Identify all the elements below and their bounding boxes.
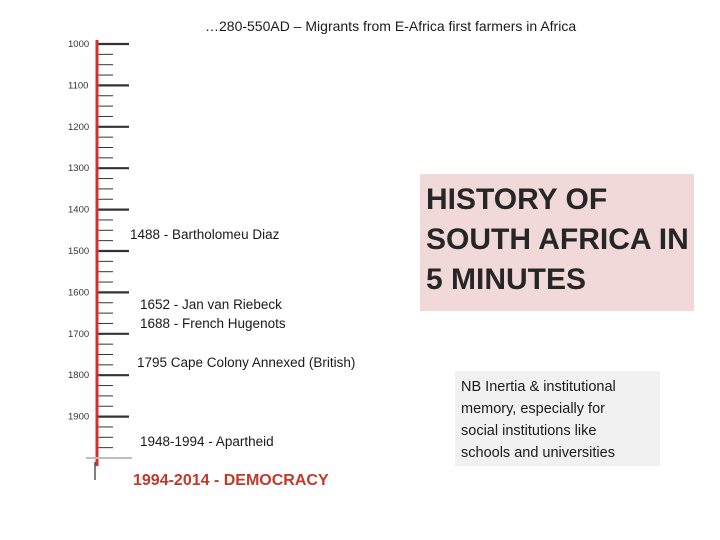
event-van-riebeck: 1652 - Jan van Riebeck [140,297,282,312]
nb-note-line-4: schools and universities [461,445,615,461]
event-cape-colony: 1795 Cape Colony Annexed (British) [137,355,356,370]
event-hugenots: 1688 - French Hugenots [140,316,286,331]
nb-note-line-1: NB Inertia & institutional [461,379,616,395]
timeline-ticks: 1000 1100 1200 1300 1400 1500 1600 1700 1800 1900 [68,39,129,449]
tick-label-1000: 1000 [68,39,89,50]
tick-label-1300: 1300 [68,163,89,174]
tick-label-1700: 1700 [68,329,89,340]
tick-label-1800: 1800 [68,370,89,381]
top-note: …280-550AD – Migrants from E-Africa firs… [205,18,577,34]
tick-label-1600: 1600 [68,287,89,298]
nb-note-line-2: memory, especially for [461,401,605,417]
tick-label-1400: 1400 [68,205,89,216]
event-diaz: 1488 - Bartholomeu Diaz [130,227,280,242]
tick-label-1900: 1900 [68,412,89,423]
timeline: 1000 1100 1200 1300 1400 1500 1600 1700 1800 1900 [68,39,132,480]
nb-note-line-3: social institutions like [461,423,597,439]
event-democracy: 1994-2014 - DEMOCRACY [133,472,329,489]
tick-label-1500: 1500 [68,246,89,257]
tick-label-1100: 1100 [68,80,88,91]
nb-note-box: NB Inertia & institutional memory, espec… [455,371,660,466]
event-apartheid: 1948-1994 - Apartheid [140,434,274,449]
title-line-1: HISTORY OF [426,183,608,216]
title-box: HISTORY OF SOUTH AFRICA IN 5 MINUTES [420,174,694,311]
title-line-3: 5 MINUTES [426,263,587,296]
tick-label-1200: 1200 [68,122,89,133]
title-line-2: SOUTH AFRICA IN [426,223,689,256]
